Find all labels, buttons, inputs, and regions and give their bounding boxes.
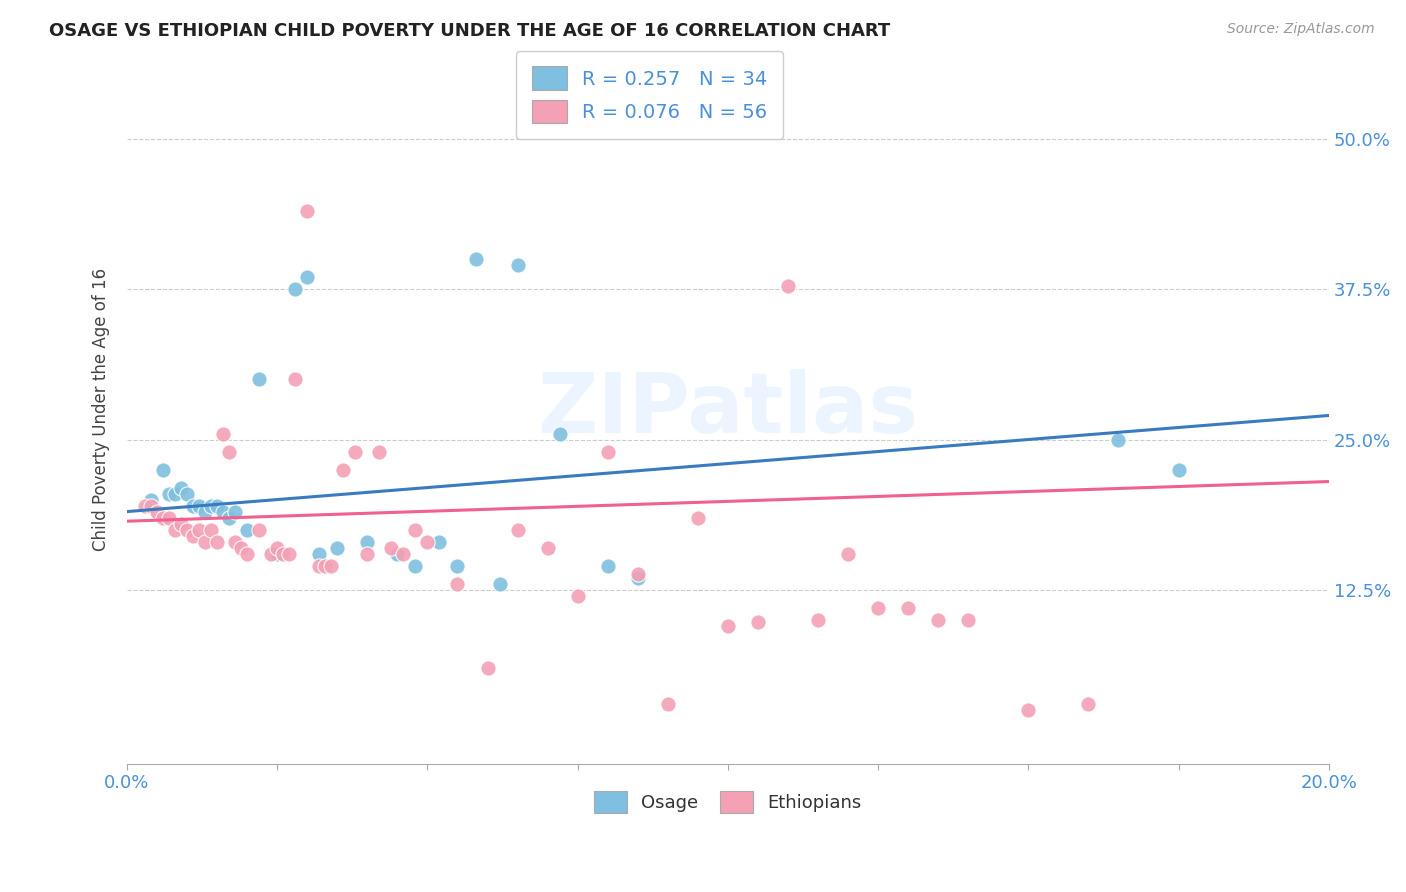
Point xyxy=(278,547,301,561)
Point xyxy=(356,534,378,549)
Point xyxy=(205,534,228,549)
Point xyxy=(596,444,619,458)
Point xyxy=(536,541,558,555)
Point xyxy=(897,600,920,615)
Point xyxy=(188,499,211,513)
Point xyxy=(297,270,319,285)
Point xyxy=(194,505,217,519)
Point xyxy=(957,613,980,627)
Point xyxy=(927,613,949,627)
Point xyxy=(247,523,270,537)
Point xyxy=(657,697,679,711)
Point xyxy=(152,462,174,476)
Point xyxy=(212,505,235,519)
Point xyxy=(165,486,187,500)
Text: Source: ZipAtlas.com: Source: ZipAtlas.com xyxy=(1227,22,1375,37)
Point xyxy=(266,541,288,555)
Point xyxy=(1017,703,1039,717)
Point xyxy=(868,600,890,615)
Y-axis label: Child Poverty Under the Age of 16: Child Poverty Under the Age of 16 xyxy=(93,268,110,551)
Point xyxy=(1077,697,1099,711)
Point xyxy=(200,523,222,537)
Point xyxy=(181,499,204,513)
Point xyxy=(314,558,336,573)
Point xyxy=(416,534,439,549)
Point xyxy=(627,567,650,582)
Point xyxy=(157,486,180,500)
Point xyxy=(807,613,830,627)
Point xyxy=(139,492,162,507)
Point xyxy=(446,558,468,573)
Point xyxy=(326,541,349,555)
Point xyxy=(266,547,288,561)
Point xyxy=(218,510,240,524)
Point xyxy=(181,528,204,542)
Point xyxy=(152,510,174,524)
Point xyxy=(284,372,307,386)
Point xyxy=(139,499,162,513)
Point xyxy=(344,444,367,458)
Point xyxy=(176,486,198,500)
Point xyxy=(717,618,740,632)
Point xyxy=(205,499,228,513)
Point xyxy=(404,558,426,573)
Point xyxy=(170,481,193,495)
Point xyxy=(548,426,571,441)
Legend: Osage, Ethiopians: Osage, Ethiopians xyxy=(582,779,875,826)
Point xyxy=(356,547,378,561)
Point xyxy=(284,282,307,296)
Point xyxy=(506,523,529,537)
Point xyxy=(134,499,156,513)
Point xyxy=(404,523,426,537)
Point xyxy=(224,505,246,519)
Point xyxy=(176,523,198,537)
Point xyxy=(380,541,402,555)
Point xyxy=(308,547,330,561)
Point xyxy=(236,523,259,537)
Point xyxy=(368,444,391,458)
Text: ZIPatlas: ZIPatlas xyxy=(537,369,918,450)
Point xyxy=(567,589,589,603)
Point xyxy=(224,534,246,549)
Point xyxy=(218,444,240,458)
Point xyxy=(194,534,217,549)
Point xyxy=(387,547,409,561)
Point xyxy=(837,547,859,561)
Point xyxy=(464,252,486,267)
Point xyxy=(429,534,451,549)
Point xyxy=(170,516,193,531)
Point xyxy=(236,547,259,561)
Point xyxy=(188,523,211,537)
Point xyxy=(488,576,510,591)
Point xyxy=(260,547,283,561)
Point xyxy=(200,499,222,513)
Point xyxy=(146,505,169,519)
Point xyxy=(776,278,799,293)
Point xyxy=(747,615,769,629)
Point xyxy=(271,547,294,561)
Point xyxy=(446,576,468,591)
Point xyxy=(297,204,319,219)
Point xyxy=(247,372,270,386)
Point xyxy=(392,547,415,561)
Point xyxy=(1107,433,1129,447)
Point xyxy=(1167,462,1189,476)
Point xyxy=(627,571,650,585)
Point xyxy=(596,558,619,573)
Point xyxy=(321,558,343,573)
Point xyxy=(165,523,187,537)
Text: OSAGE VS ETHIOPIAN CHILD POVERTY UNDER THE AGE OF 16 CORRELATION CHART: OSAGE VS ETHIOPIAN CHILD POVERTY UNDER T… xyxy=(49,22,890,40)
Point xyxy=(231,541,253,555)
Point xyxy=(157,510,180,524)
Point xyxy=(308,558,330,573)
Point xyxy=(686,510,709,524)
Point xyxy=(477,661,499,675)
Point xyxy=(506,258,529,272)
Point xyxy=(212,426,235,441)
Point xyxy=(332,462,354,476)
